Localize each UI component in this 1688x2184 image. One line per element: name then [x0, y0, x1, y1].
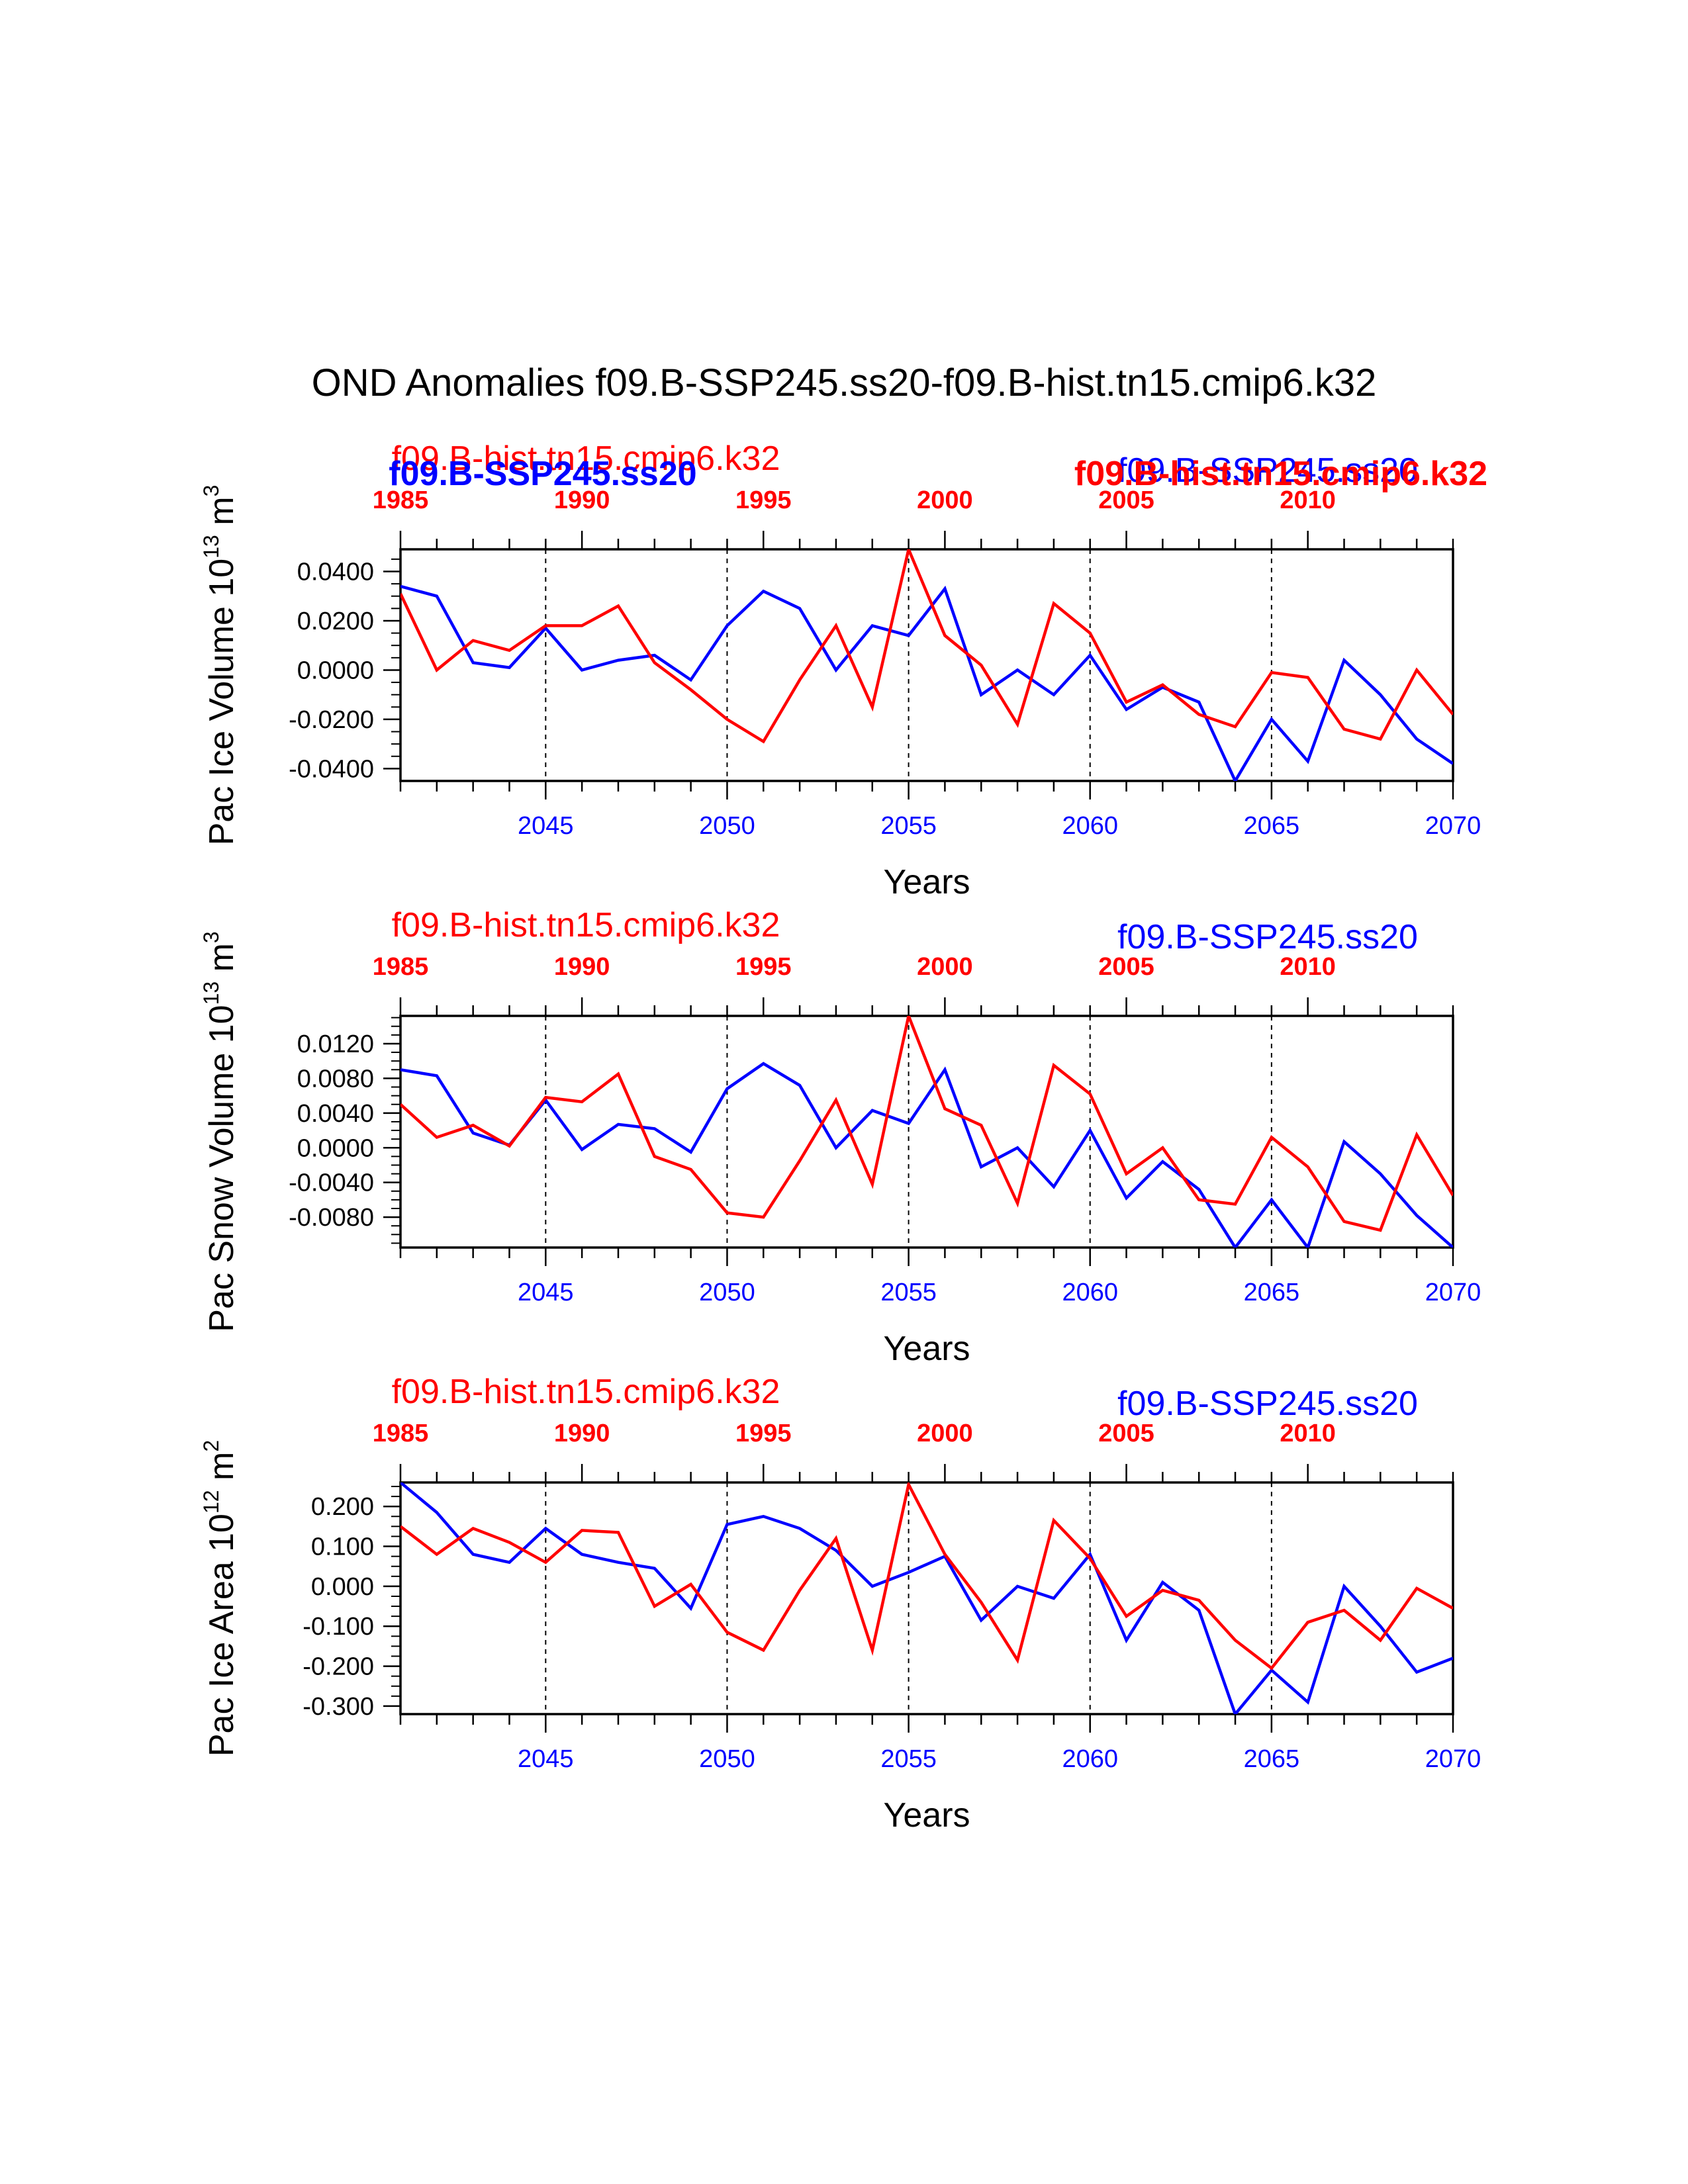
top-x-tick-label: 2010 — [1280, 1420, 1336, 1447]
top-x-tick-label: 2000 — [917, 486, 973, 514]
plot-frame — [399, 548, 1454, 782]
y-tick-label: -0.0080 — [289, 1204, 374, 1232]
top-x-tick-label: 1985 — [373, 953, 429, 981]
top-x-tick-label: 2000 — [917, 1420, 973, 1447]
x-axis-label: Years — [883, 1796, 970, 1835]
series-line-ssp245 — [400, 584, 1453, 781]
x-tick-label: 2050 — [699, 1279, 755, 1306]
x-tick-label: 2070 — [1425, 1745, 1481, 1773]
y-tick-label: 0.0080 — [297, 1065, 374, 1093]
top-x-tick-label: 2010 — [1280, 486, 1336, 514]
series-line-ssp245 — [400, 1062, 1453, 1248]
y-tick-label: -0.300 — [303, 1693, 374, 1721]
y-axis-label: Pac Snow Volume 1013 m3 — [199, 931, 241, 1332]
x-axis-label: Years — [883, 863, 970, 901]
top-x-tick-label: 2010 — [1280, 953, 1336, 981]
x-tick-label: 2045 — [518, 812, 574, 840]
panel-2: 2045 2050 2055 2060 2065 2070 1985 1990 1995 2000… — [199, 906, 1481, 1368]
top-x-tick-label: 1995 — [735, 1420, 792, 1447]
y-tick-label: -0.0400 — [289, 755, 374, 783]
x-tick-label: 2050 — [699, 812, 755, 840]
y-tick-label: -0.0200 — [289, 706, 374, 734]
series-line-hist — [400, 549, 1453, 744]
legend-label-hist: f09.B-hist.tn15.cmip6.k32 — [392, 1373, 780, 1411]
x-tick-label: 2065 — [1244, 812, 1300, 840]
legend-label-ssp: f09.B-SSP245.ss20 — [1117, 1385, 1418, 1423]
legend-label-ssp: f09.B-SSP245.ss20 — [1117, 918, 1418, 956]
top-x-tick-label: 1985 — [373, 486, 429, 514]
top-x-tick-label: 2000 — [917, 953, 973, 981]
figure-title: OND Anomalies f09.B-SSP245.ss20-f09.B-hi… — [311, 361, 1377, 404]
x-tick-label: 2055 — [880, 812, 937, 840]
y-tick-label: -0.0040 — [289, 1169, 374, 1197]
y-tick-label: 0.0040 — [297, 1100, 374, 1128]
top-x-tick-label: 1990 — [554, 953, 610, 981]
y-axis-label: Pac Ice Volume 1013 m3 — [199, 485, 241, 846]
x-tick-label: 2055 — [880, 1745, 937, 1773]
legend-label-hist: f09.B-hist.tn15.cmip6.k32 — [392, 439, 780, 478]
x-axis-label: Years — [883, 1330, 970, 1368]
y-tick-label: 0.0200 — [297, 608, 374, 635]
x-tick-label: 2065 — [1244, 1279, 1300, 1306]
top-x-tick-label: 1990 — [554, 1420, 610, 1447]
x-tick-label: 2045 — [518, 1279, 574, 1306]
y-tick-label: 0.0000 — [297, 1134, 374, 1162]
top-x-tick-label: 1990 — [554, 486, 610, 514]
x-tick-label: 2055 — [880, 1279, 937, 1306]
y-tick-label: 0.000 — [311, 1573, 374, 1601]
y-tick-label: 0.0400 — [297, 559, 374, 586]
y-tick-label: 0.200 — [311, 1493, 374, 1521]
top-x-tick-label: 1985 — [373, 1420, 429, 1447]
top-x-tick-label: 1995 — [735, 953, 792, 981]
y-axis-label: Pac Ice Area 1012 m2 — [199, 1440, 241, 1756]
x-tick-label: 2070 — [1425, 1279, 1481, 1306]
panel-1: 2045 2050 2055 2060 2065 2070 1985 1990 1995 2000… — [199, 439, 1487, 901]
x-tick-label: 2050 — [699, 1745, 755, 1773]
panel-3: 2045 2050 2055 2060 2065 2070 1985 1990 1995 2000… — [199, 1373, 1481, 1835]
series-line-hist — [400, 1482, 1453, 1670]
series-line-hist — [400, 1016, 1453, 1232]
y-tick-label: 0.0120 — [297, 1030, 374, 1058]
y-tick-label: 0.100 — [311, 1533, 374, 1561]
top-x-tick-label: 1995 — [735, 486, 792, 514]
top-x-tick-label: 2005 — [1098, 486, 1154, 514]
top-x-tick-label: 2005 — [1098, 953, 1154, 981]
top-x-tick-label: 2005 — [1098, 1420, 1154, 1447]
x-tick-label: 2070 — [1425, 812, 1481, 840]
series-line-ssp245 — [400, 1482, 1453, 1714]
y-tick-label: 0.0000 — [297, 657, 374, 684]
legend-label-hist-bold: f09.B-hist.tn15.cmip6.k32 — [1074, 455, 1487, 493]
y-tick-label: -0.200 — [303, 1653, 374, 1681]
y-tick-label: -0.100 — [303, 1613, 374, 1641]
x-tick-label: 2060 — [1062, 812, 1118, 840]
x-tick-label: 2060 — [1062, 1745, 1118, 1773]
plot-frame — [399, 1481, 1454, 1715]
x-tick-label: 2045 — [518, 1745, 574, 1773]
plot-frame — [399, 1015, 1454, 1249]
x-tick-label: 2065 — [1244, 1745, 1300, 1773]
legend-label-ssp-bold: f09.B-SSP245.ss20 — [389, 455, 696, 493]
legend-label-hist: f09.B-hist.tn15.cmip6.k32 — [392, 906, 780, 944]
legend-label-ssp: f09.B-SSP245.ss20 — [1117, 451, 1418, 490]
x-tick-label: 2060 — [1062, 1279, 1118, 1306]
